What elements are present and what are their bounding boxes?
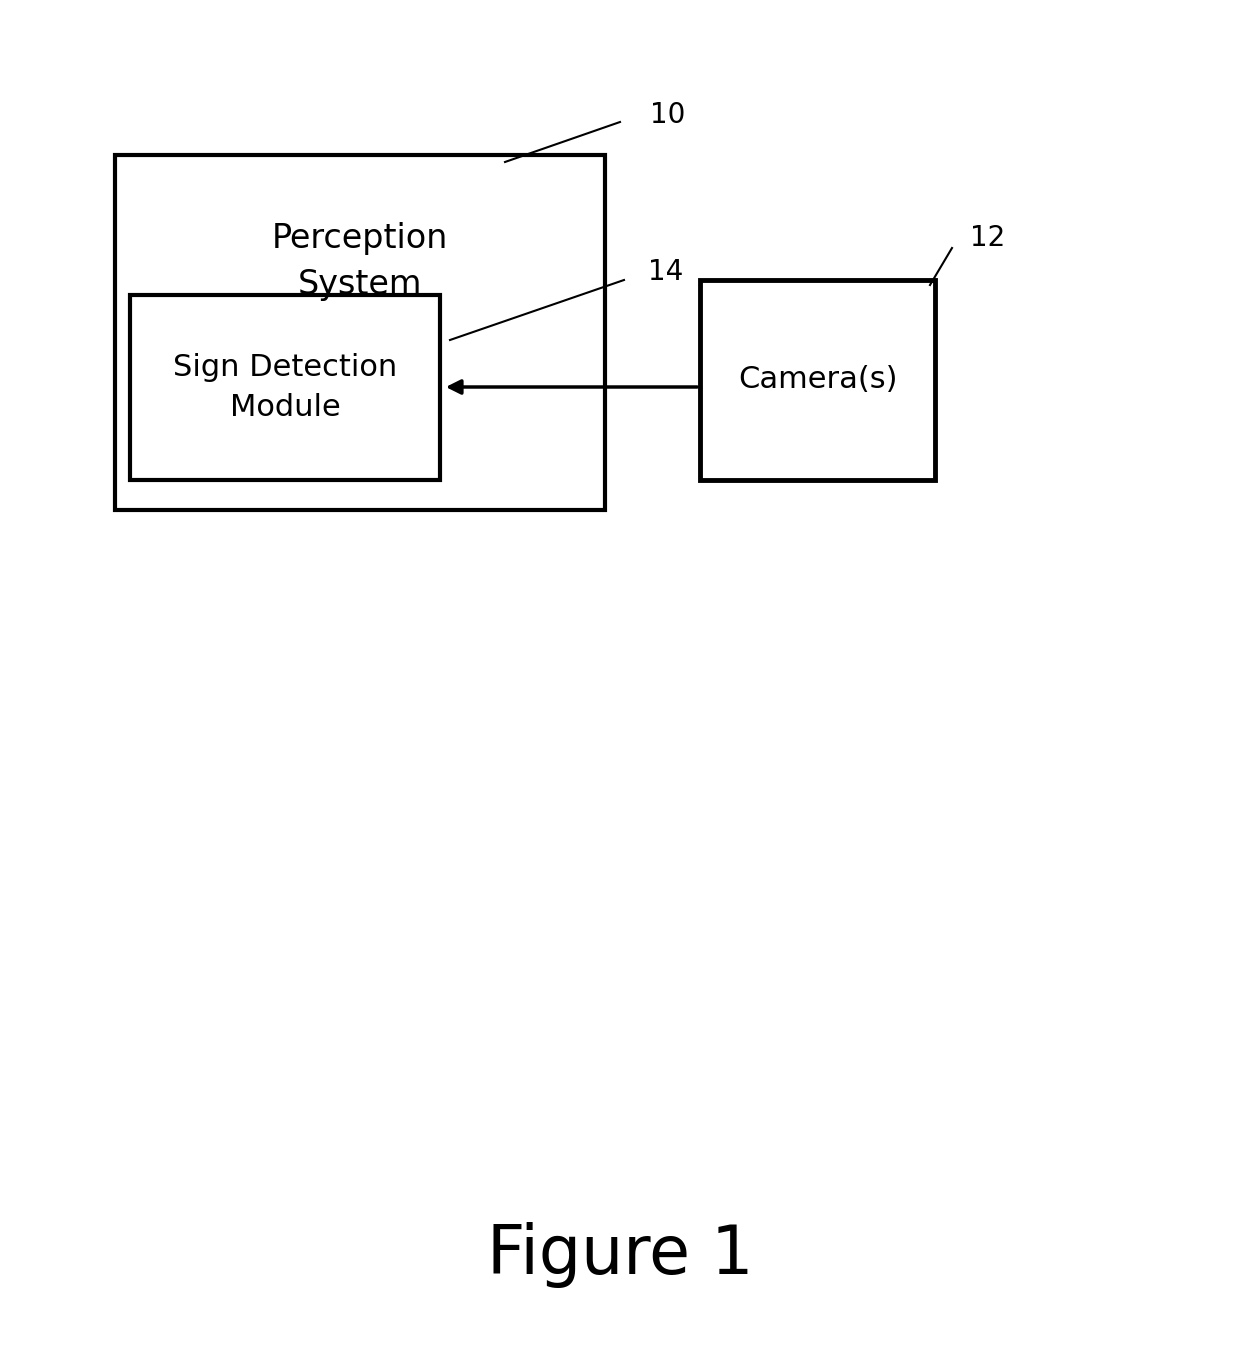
Text: 14: 14 [649, 258, 683, 286]
Bar [115, 155, 605, 510]
Bar [130, 295, 440, 480]
Text: 12: 12 [970, 224, 1006, 252]
Text: Sign Detection
Module: Sign Detection Module [172, 353, 397, 423]
Text: 10: 10 [650, 101, 686, 130]
Text: Camera(s): Camera(s) [738, 366, 898, 394]
Text: Figure 1: Figure 1 [487, 1222, 753, 1288]
Text: Perception
System: Perception System [272, 222, 448, 301]
Bar [701, 280, 935, 480]
